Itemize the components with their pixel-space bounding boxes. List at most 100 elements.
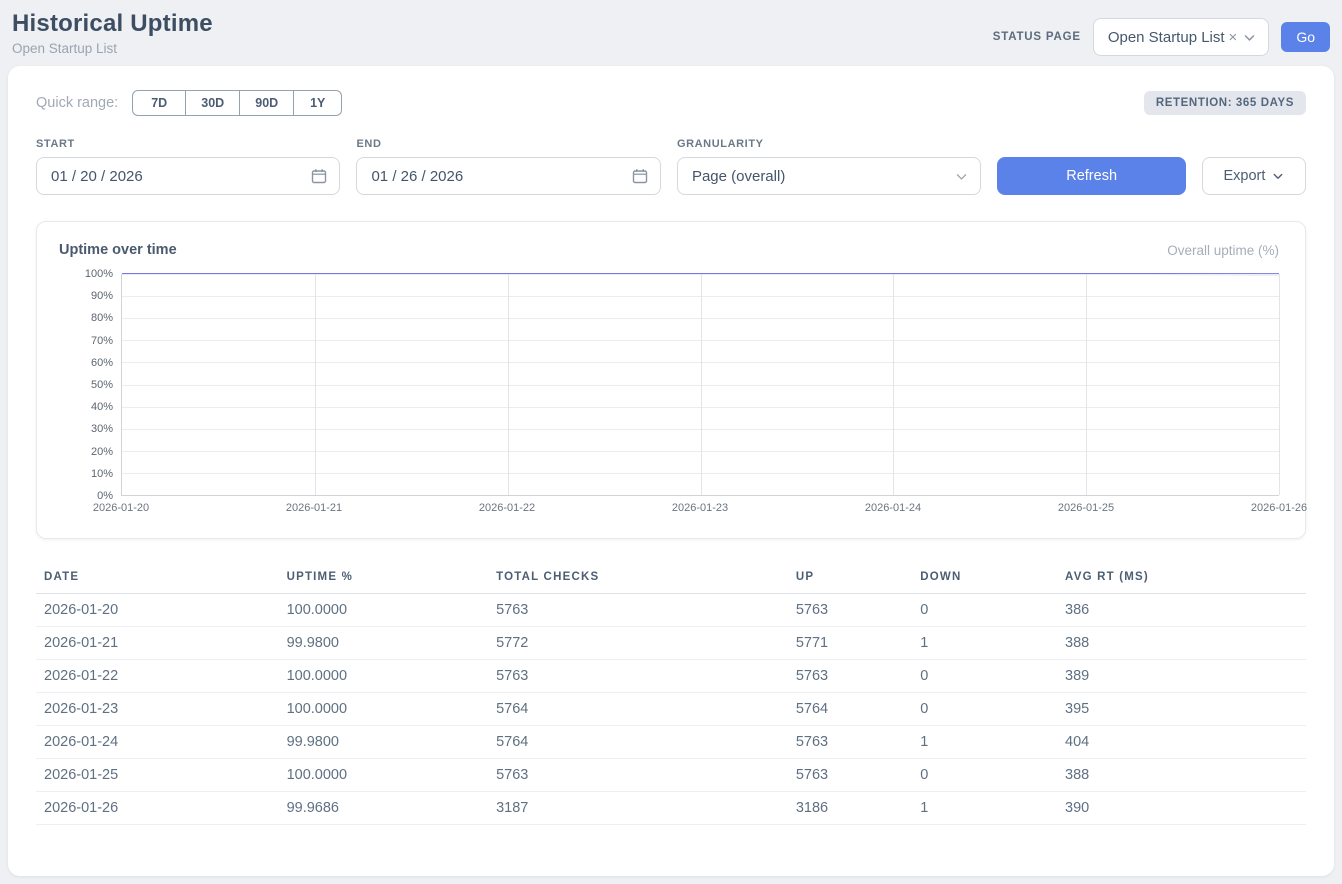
table-cell: 2026-01-23: [36, 693, 279, 726]
quick-range-row: Quick range: 7D 30D 90D 1Y RETENTION: 36…: [36, 90, 1306, 116]
granularity-select[interactable]: Page (overall): [677, 157, 981, 195]
uptime-table: DATE UPTIME % TOTAL CHECKS UP DOWN AVG R…: [36, 565, 1306, 825]
x-axis-tick: 2026-01-21: [286, 502, 342, 514]
granularity-value: Page (overall): [692, 168, 785, 185]
controls-row: START 01 / 20 / 2026 END 01 / 26 / 2026: [36, 138, 1306, 195]
table-cell: 1: [912, 627, 1057, 660]
y-axis-tick: 10%: [91, 468, 113, 480]
table-cell: 99.9800: [279, 726, 489, 759]
start-date-value: 01 / 20 / 2026: [51, 168, 143, 185]
export-button-label: Export: [1223, 168, 1265, 184]
gridline-vertical: [508, 274, 509, 495]
quick-range-30d[interactable]: 30D: [186, 90, 240, 116]
table-cell: 5763: [788, 594, 912, 627]
col-header-uptime: UPTIME %: [279, 565, 489, 594]
gridline-vertical: [1279, 274, 1280, 495]
table-cell: 5772: [488, 627, 788, 660]
table-row: 2026-01-25100.0000576357630388: [36, 759, 1306, 792]
end-date-field: END 01 / 26 / 2026: [356, 138, 660, 195]
plot-area: [121, 274, 1279, 496]
quick-range-1y[interactable]: 1Y: [294, 90, 342, 116]
table-cell: 100.0000: [279, 759, 489, 792]
table-cell: 0: [912, 660, 1057, 693]
x-axis: 2026-01-202026-01-212026-01-222026-01-23…: [121, 502, 1279, 524]
status-page-select[interactable]: Open Startup List ×: [1093, 18, 1270, 56]
start-date-field: START 01 / 20 / 2026: [36, 138, 340, 195]
table-cell: 0: [912, 759, 1057, 792]
col-header-avg-rt: AVG RT (MS): [1057, 565, 1306, 594]
calendar-icon[interactable]: [311, 168, 327, 184]
table-cell: 0: [912, 594, 1057, 627]
start-date-input[interactable]: 01 / 20 / 2026: [36, 157, 340, 195]
gridline-vertical: [701, 274, 702, 495]
quick-range-90d[interactable]: 90D: [240, 90, 294, 116]
table-cell: 99.9686: [279, 792, 489, 825]
table-cell: 2026-01-22: [36, 660, 279, 693]
y-axis-tick: 20%: [91, 446, 113, 458]
table-cell: 100.0000: [279, 693, 489, 726]
table-cell: 2026-01-21: [36, 627, 279, 660]
y-axis-tick: 60%: [91, 357, 113, 369]
x-axis-tick: 2026-01-20: [93, 502, 149, 514]
table-cell: 386: [1057, 594, 1306, 627]
table-cell: 2026-01-26: [36, 792, 279, 825]
chevron-down-icon: [1243, 31, 1256, 44]
quick-range-group: 7D 30D 90D 1Y: [132, 90, 342, 116]
y-axis: 0%10%20%30%40%50%60%70%80%90%100%: [59, 274, 121, 496]
uptime-chart: 0%10%20%30%40%50%60%70%80%90%100% 2026-0…: [59, 274, 1279, 524]
gridline-vertical: [315, 274, 316, 495]
refresh-button[interactable]: Refresh: [997, 157, 1185, 195]
clear-selection-icon[interactable]: ×: [1229, 29, 1238, 46]
table-cell: 5763: [788, 660, 912, 693]
table-cell: 2026-01-20: [36, 594, 279, 627]
x-axis-tick: 2026-01-23: [672, 502, 728, 514]
chevron-down-icon: [1272, 170, 1284, 182]
table-cell: 100.0000: [279, 660, 489, 693]
end-date-value: 01 / 26 / 2026: [371, 168, 463, 185]
gridline-vertical: [1086, 274, 1087, 495]
title-block: Historical Uptime Open Startup List: [12, 10, 213, 56]
table-cell: 3187: [488, 792, 788, 825]
table-cell: 5763: [488, 759, 788, 792]
col-header-down: DOWN: [912, 565, 1057, 594]
col-header-up: UP: [788, 565, 912, 594]
go-button[interactable]: Go: [1281, 22, 1330, 52]
col-header-total-checks: TOTAL CHECKS: [488, 565, 788, 594]
chevron-down-icon: [955, 170, 968, 183]
table-row: 2026-01-20100.0000576357630386: [36, 594, 1306, 627]
quick-range-7d[interactable]: 7D: [132, 90, 186, 116]
chart-header: Uptime over time Overall uptime (%): [59, 242, 1279, 258]
main-panel: Quick range: 7D 30D 90D 1Y RETENTION: 36…: [8, 66, 1334, 876]
x-axis-tick: 2026-01-26: [1251, 502, 1307, 514]
table-cell: 99.9800: [279, 627, 489, 660]
chart-legend: Overall uptime (%): [1167, 243, 1279, 258]
table-cell: 1: [912, 792, 1057, 825]
x-axis-tick: 2026-01-22: [479, 502, 535, 514]
topbar-right: STATUS PAGE Open Startup List × Go: [993, 18, 1330, 56]
table-row: 2026-01-22100.0000576357630389: [36, 660, 1306, 693]
calendar-icon[interactable]: [632, 168, 648, 184]
page: Historical Uptime Open Startup List STAT…: [0, 0, 1342, 884]
table-cell: 390: [1057, 792, 1306, 825]
status-page-label: STATUS PAGE: [993, 31, 1081, 43]
table-cell: 2026-01-24: [36, 726, 279, 759]
quick-range-label: Quick range:: [36, 95, 118, 111]
chart-title: Uptime over time: [59, 242, 177, 258]
table-cell: 5763: [488, 594, 788, 627]
export-button[interactable]: Export: [1202, 157, 1306, 195]
table-row: 2026-01-2499.9800576457631404: [36, 726, 1306, 759]
y-axis-tick: 80%: [91, 312, 113, 324]
table-cell: 404: [1057, 726, 1306, 759]
end-date-label: END: [356, 138, 660, 150]
plot-wrap: 2026-01-202026-01-212026-01-222026-01-23…: [121, 274, 1279, 524]
gridline-vertical: [893, 274, 894, 495]
table-cell: 5763: [788, 759, 912, 792]
table-cell: 5764: [488, 726, 788, 759]
end-date-input[interactable]: 01 / 26 / 2026: [356, 157, 660, 195]
x-axis-tick: 2026-01-24: [865, 502, 921, 514]
topbar: Historical Uptime Open Startup List STAT…: [8, 8, 1334, 66]
table-cell: 1: [912, 726, 1057, 759]
retention-badge: RETENTION: 365 DAYS: [1144, 91, 1306, 115]
table-header-row: DATE UPTIME % TOTAL CHECKS UP DOWN AVG R…: [36, 565, 1306, 594]
y-axis-tick: 0%: [97, 490, 113, 502]
